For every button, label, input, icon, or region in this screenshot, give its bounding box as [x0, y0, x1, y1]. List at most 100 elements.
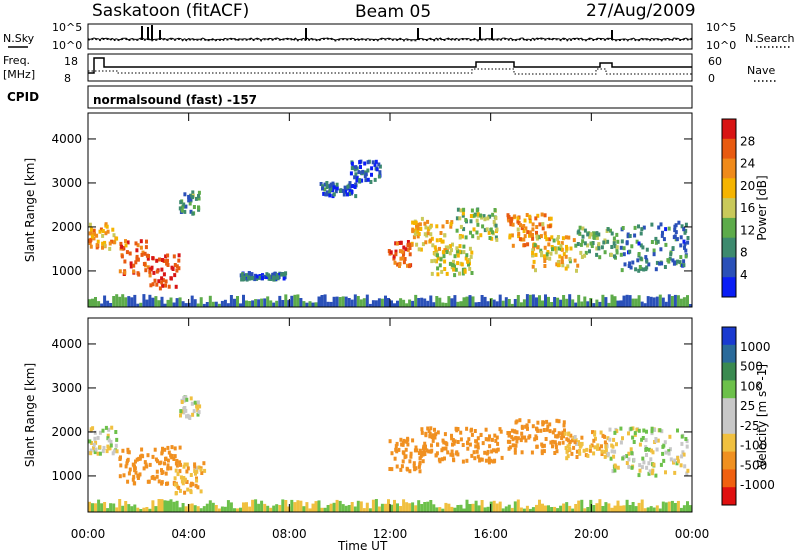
heatmap-cell	[349, 171, 353, 176]
heatmap-cell	[395, 449, 399, 454]
heatmap-cell	[129, 261, 133, 266]
heatmap-cell	[591, 241, 595, 245]
heatmap-cell	[642, 267, 646, 272]
heatmap-cell	[429, 238, 432, 243]
ground-scatter-cell	[571, 508, 575, 512]
ground-scatter-cell	[631, 298, 635, 307]
ground-scatter-cell	[535, 504, 538, 512]
heatmap-cell	[197, 190, 201, 195]
heatmap-cell	[608, 437, 612, 442]
heatmap-cell	[418, 456, 422, 461]
heatmap-cell	[567, 432, 571, 437]
heatmap-cell	[354, 172, 358, 177]
heatmap-cell	[455, 216, 459, 221]
heatmap-cell	[179, 462, 182, 467]
ground-scatter-cell	[199, 508, 203, 512]
ground-scatter-cell	[251, 499, 255, 512]
heatmap-cell	[667, 259, 671, 264]
ground-scatter-cell	[245, 502, 248, 512]
heatmap-cell	[111, 451, 115, 456]
heatmap-cell	[658, 261, 662, 266]
heatmap-cell	[621, 456, 625, 461]
heatmap-cell	[359, 165, 362, 169]
heatmap-cell	[144, 245, 148, 250]
ground-scatter-cell	[323, 507, 327, 512]
heatmap-cell	[431, 433, 435, 438]
heatmap-cell	[645, 265, 649, 270]
ground-scatter-cell	[202, 506, 206, 512]
heatmap-cell	[413, 467, 417, 472]
heatmap-cell	[531, 264, 535, 269]
ground-scatter-cell	[91, 298, 94, 307]
heatmap-cell	[539, 428, 543, 433]
ground-scatter-cell	[429, 500, 433, 512]
heatmap-cell	[125, 250, 129, 255]
heatmap-cell	[451, 263, 454, 267]
y-axis-label: Slant Range [km]	[23, 158, 37, 262]
ground-scatter-cell	[480, 295, 484, 307]
ground-scatter-cell	[175, 298, 179, 307]
heatmap-cell	[485, 451, 489, 456]
heatmap-cell	[553, 428, 557, 433]
heatmap-cell	[535, 236, 539, 241]
heatmap-cell	[182, 464, 186, 469]
ground-scatter-cell	[670, 296, 674, 307]
heatmap-cell	[509, 222, 513, 227]
ground-scatter-cell	[637, 295, 641, 307]
ground-scatter-cell	[362, 298, 366, 307]
heatmap-cell	[562, 423, 566, 428]
heatmap-cell	[611, 444, 615, 449]
ground-scatter-cell	[239, 507, 242, 512]
heatmap-cell	[140, 453, 144, 458]
heatmap-cell	[335, 182, 339, 187]
heatmap-cell	[108, 241, 112, 246]
ground-scatter-cell	[619, 505, 623, 512]
heatmap-cell	[603, 440, 607, 445]
heatmap-cell	[393, 456, 397, 461]
heatmap-cell	[244, 276, 248, 281]
y-tick-label: 3000	[51, 176, 82, 190]
heatmap-cell	[682, 227, 686, 232]
heatmap-cell	[686, 236, 690, 240]
ground-scatter-cell	[281, 300, 285, 307]
heatmap-cell	[652, 252, 656, 257]
ground-scatter-cell	[196, 303, 200, 307]
heatmap-cell	[442, 254, 446, 259]
heatmap-cell	[474, 444, 478, 449]
heatmap-cell	[409, 454, 413, 459]
colorbar-segment	[722, 469, 736, 488]
heatmap-cell	[488, 236, 492, 240]
beam-title: Beam 05	[355, 2, 431, 22]
heatmap-cell	[120, 254, 124, 259]
heatmap-cell	[128, 467, 132, 472]
heatmap-cell	[564, 446, 568, 450]
heatmap-cell	[532, 259, 536, 264]
heatmap-cell	[647, 262, 651, 267]
ground-scatter-cell	[595, 503, 599, 512]
heatmap-cell	[515, 439, 519, 444]
heatmap-cell	[540, 449, 544, 454]
ground-scatter-cell	[178, 507, 182, 512]
heatmap-cell	[183, 462, 187, 467]
ground-scatter-cell	[586, 507, 590, 512]
heatmap-cell	[664, 242, 668, 247]
ground-scatter-cell	[187, 302, 191, 307]
noise-search-trace	[87, 38, 693, 42]
colorbar-tick-label: 16	[740, 201, 755, 215]
heatmap-cell	[142, 262, 146, 266]
ground-scatter-cell	[371, 300, 375, 307]
ground-scatter-cell	[682, 505, 686, 512]
heatmap-cell	[88, 231, 92, 236]
heatmap-cell	[134, 470, 138, 475]
heatmap-cell	[494, 223, 498, 228]
heatmap-cell	[631, 435, 635, 440]
heatmap-cell	[634, 267, 638, 272]
heatmap-cell	[172, 254, 176, 259]
heatmap-cell	[164, 279, 168, 284]
heatmap-cell	[364, 178, 368, 183]
heatmap-cell	[119, 463, 123, 468]
heatmap-cell	[526, 242, 530, 247]
heatmap-cell	[114, 443, 118, 448]
heatmap-cell	[428, 225, 432, 230]
heatmap-cell	[667, 451, 671, 456]
